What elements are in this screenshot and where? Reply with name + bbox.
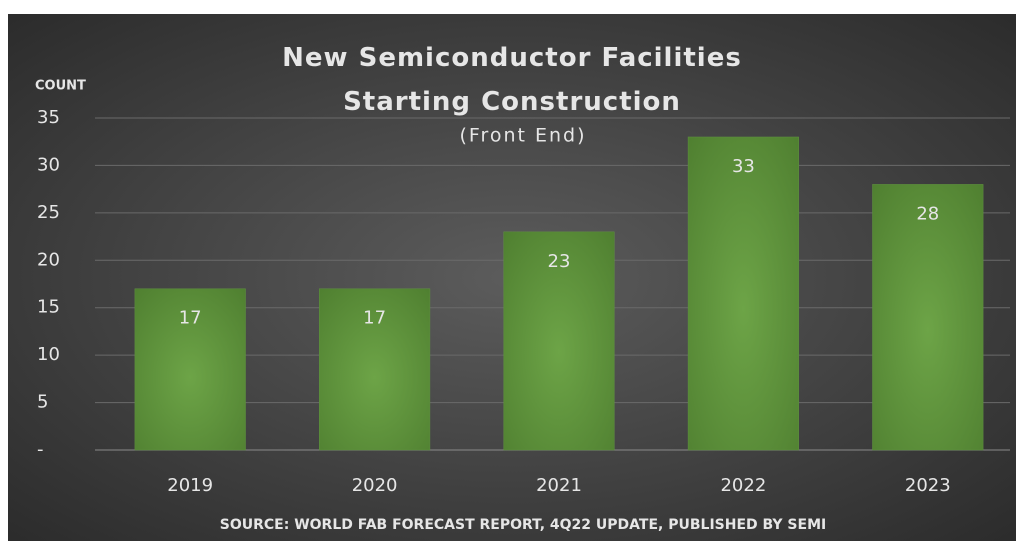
- source-note: SOURCE: WORLD FAB FORECAST REPORT, 4Q22 …: [220, 517, 826, 533]
- y-axis-label: COUNT: [35, 79, 86, 94]
- y-tick-label: 10: [37, 344, 60, 365]
- data-label: 23: [548, 251, 571, 272]
- y-tick-label: 30: [37, 154, 60, 175]
- bar: [503, 231, 615, 451]
- chart-title: New Semiconductor Facilities Starting Co…: [282, 43, 742, 117]
- y-tick-label: 35: [37, 107, 60, 128]
- bar: [319, 288, 431, 451]
- chart-subtitle: (Front End): [459, 125, 586, 147]
- data-label: 33: [732, 156, 755, 177]
- y-tick-label: -: [37, 439, 44, 460]
- y-tick-label: 15: [37, 297, 60, 318]
- x-tick-label: 2021: [536, 475, 582, 496]
- bar: [687, 136, 799, 451]
- x-tick-label: 2020: [352, 475, 398, 496]
- x-tick-label: 2023: [905, 475, 951, 496]
- bar: [134, 288, 246, 451]
- x-tick-label: 2019: [167, 475, 213, 496]
- bar: [872, 184, 984, 451]
- data-label: 17: [179, 308, 202, 329]
- y-tick-label: 5: [37, 392, 48, 413]
- x-tick-label: 2022: [720, 475, 766, 496]
- data-label: 28: [916, 203, 939, 224]
- data-label: 17: [363, 308, 386, 329]
- y-tick-label: 20: [37, 249, 60, 270]
- y-tick-label: 25: [37, 202, 60, 223]
